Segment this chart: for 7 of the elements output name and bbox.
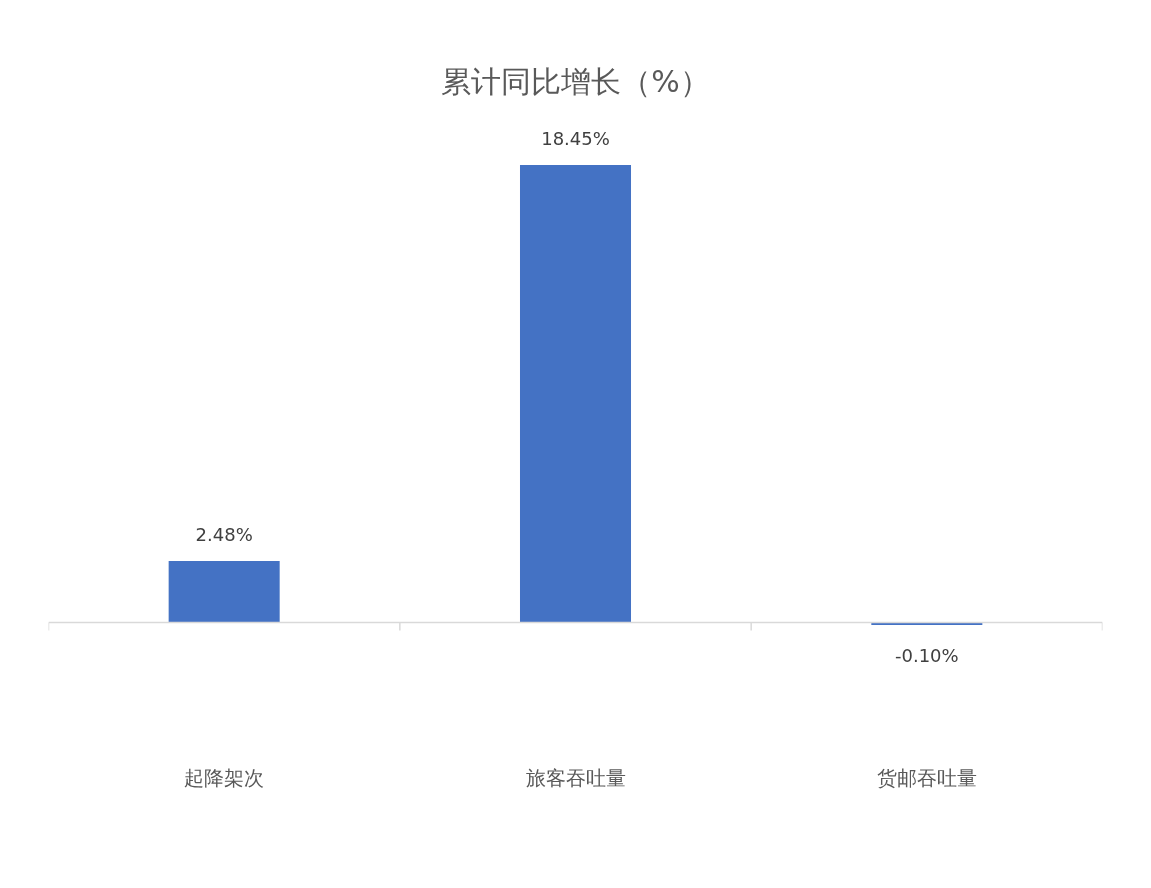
x-tick-label: 起降架次 — [184, 765, 265, 790]
data-label: 2.48% — [195, 524, 253, 546]
chart-title: 累计同比增长（%） — [441, 64, 710, 99]
x-tick-label: 货邮吞吐量 — [876, 765, 977, 790]
x-tick-label: 旅客吞吐量 — [525, 765, 626, 790]
data-label: 18.45% — [541, 127, 610, 149]
data-label: -0.10% — [894, 645, 959, 667]
